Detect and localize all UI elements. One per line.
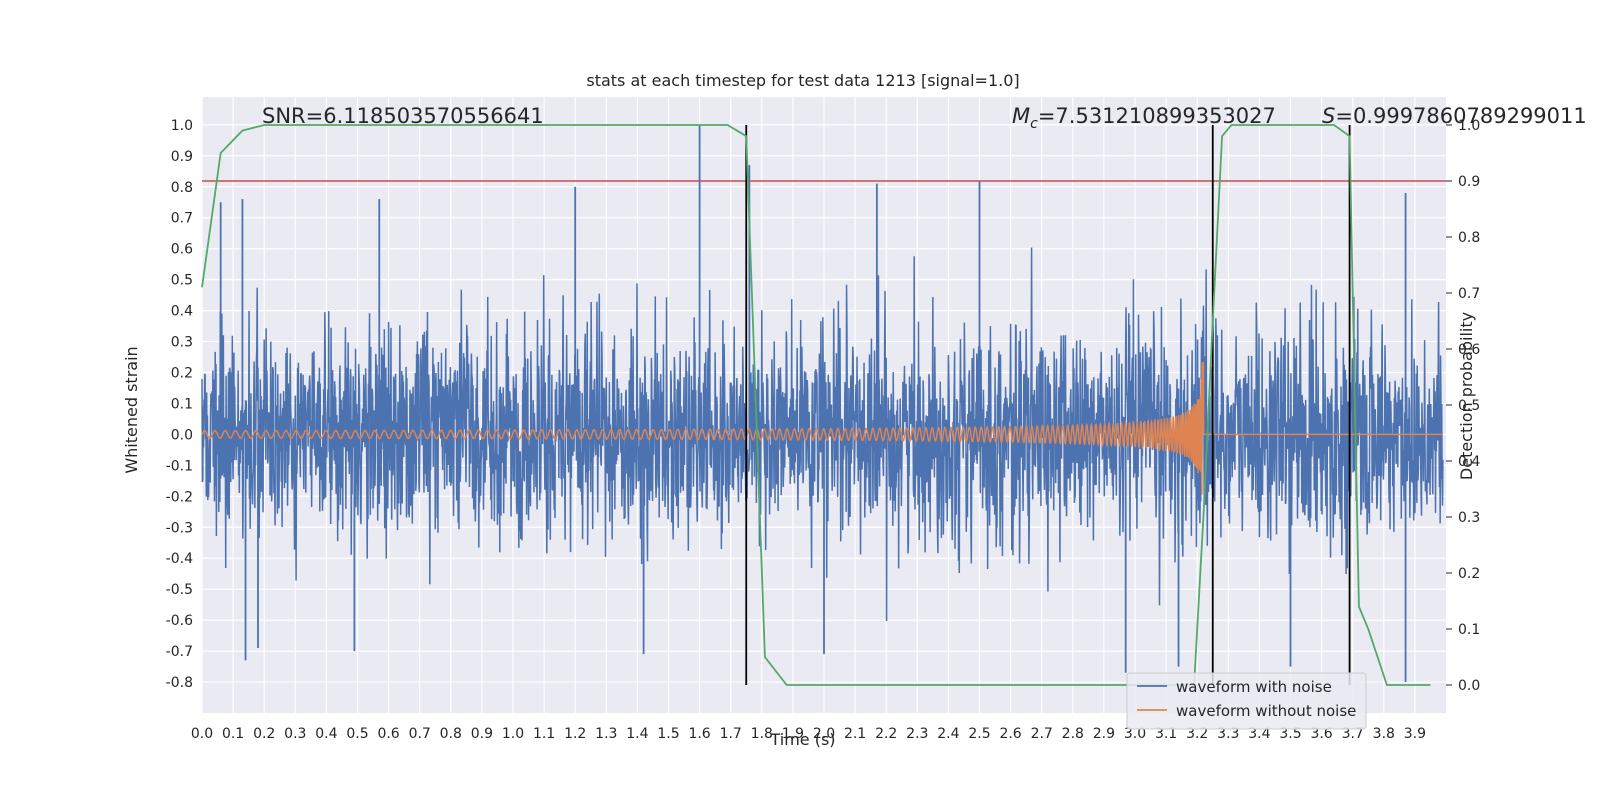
spin-annotation: S=0.9997860789299011 xyxy=(1322,104,1587,128)
chirp-mass-symbol: M xyxy=(1012,104,1030,128)
y-axis-ticks: 1.0 0.9 0.8 0.7 0.6 0.5 0.4 0.3 0.2 0.1 0.0 -0.1 -0.… xyxy=(166,118,193,691)
x-tick-label: 2.1 xyxy=(844,726,866,742)
x-tick-label: 1.4 xyxy=(626,726,648,742)
x-tick-label: 0.8 xyxy=(440,726,462,742)
x-tick-label: 3.9 xyxy=(1404,726,1426,742)
x-tick-label: 0.7 xyxy=(409,726,431,742)
spin-symbol: S xyxy=(1322,104,1335,128)
x-tick-label: 0.1 xyxy=(222,726,244,742)
x-tick-label: 1.1 xyxy=(533,726,555,742)
x-tick-label: 3.1 xyxy=(1155,726,1177,742)
chart-title: stats at each timestep for test data 121… xyxy=(586,71,1019,90)
y2-tick-label: 0.5 xyxy=(1458,398,1480,414)
y-tick-label: -0.1 xyxy=(166,458,193,474)
x-tick-label: 1.7 xyxy=(720,726,742,742)
chirp-mass-annotation: Mc=7.531210899353027 xyxy=(1012,104,1276,132)
x-tick-label: 1.0 xyxy=(502,726,524,742)
y2-tick-label: 0.9 xyxy=(1458,174,1480,190)
y-tick-label: 0.8 xyxy=(171,180,193,196)
y-tick-label: -0.6 xyxy=(166,613,193,629)
y2-axis-ticks: 1.0 0.9 0.8 0.7 0.6 0.5 0.4 0.3 0.2 0.1 0.0 xyxy=(1446,118,1480,694)
y2-tick-label: 0.1 xyxy=(1458,622,1480,638)
x-tick-label: 3.8 xyxy=(1373,726,1395,742)
y-tick-label: 0.0 xyxy=(171,427,193,443)
x-tick-label: 2.3 xyxy=(906,726,928,742)
y-tick-label: 0.3 xyxy=(171,335,193,351)
y-tick-label: -0.2 xyxy=(166,489,193,505)
x-tick-label: 1.8 xyxy=(751,726,773,742)
y-axis-label: Whitened strain xyxy=(122,346,141,473)
legend: waveform with noise waveform without noi… xyxy=(1126,672,1367,730)
y-tick-label: -0.8 xyxy=(166,675,193,691)
y2-tick-label: 0.8 xyxy=(1458,230,1480,246)
snr-annotation: SNR=6.118503570556641 xyxy=(262,104,544,128)
x-tick-label: 1.6 xyxy=(688,726,710,742)
x-tick-label: 0.9 xyxy=(471,726,493,742)
y-tick-label: 0.7 xyxy=(171,211,193,227)
y-tick-label: 0.6 xyxy=(171,242,193,258)
x-tick-label: 1.5 xyxy=(657,726,679,742)
x-tick-label: 3.6 xyxy=(1310,726,1332,742)
x-tick-label: 1.9 xyxy=(782,726,804,742)
y-tick-label: 0.1 xyxy=(171,396,193,412)
x-tick-label: 0.5 xyxy=(346,726,368,742)
x-tick-label: 0.3 xyxy=(284,726,306,742)
x-tick-label: 1.2 xyxy=(564,726,586,742)
y2-tick-label: 0.7 xyxy=(1458,286,1480,302)
x-tick-label: 3.5 xyxy=(1279,726,1301,742)
x-tick-label: 1.3 xyxy=(595,726,617,742)
x-tick-label: 2.7 xyxy=(1031,726,1053,742)
x-tick-label: 2.6 xyxy=(999,726,1021,742)
y2-tick-label: 0.3 xyxy=(1458,510,1480,526)
y-tick-label: 0.9 xyxy=(171,149,193,165)
legend-box xyxy=(1126,672,1367,730)
x-tick-label: 2.5 xyxy=(968,726,990,742)
x-tick-label: 2.0 xyxy=(813,726,835,742)
x-tick-label: 0.4 xyxy=(315,726,337,742)
y-tick-label: 1.0 xyxy=(171,118,193,134)
event-lines xyxy=(745,125,1351,685)
x-tick-label: 2.4 xyxy=(937,726,959,742)
spin-value: =0.9997860789299011 xyxy=(1335,104,1586,128)
y2-tick-label: 1.0 xyxy=(1458,118,1480,134)
y-tick-label: -0.7 xyxy=(166,644,193,660)
y2-tick-label: 0.4 xyxy=(1458,454,1480,470)
y-tick-label: 0.4 xyxy=(171,304,193,320)
y-tick-label: 0.2 xyxy=(171,365,193,381)
legend-label-noise: waveform with noise xyxy=(1176,678,1332,696)
x-tick-label: 3.3 xyxy=(1217,726,1239,742)
y-tick-label: -0.5 xyxy=(166,582,193,598)
y-tick-label: -0.3 xyxy=(166,520,193,536)
y2-tick-label: 0.2 xyxy=(1458,566,1480,582)
x-axis-ticks: 0.0 0.1 0.2 0.3 0.4 0.5 0.6 0.7 0.8 0.9 1.0 1.1 1.2 1… xyxy=(191,726,1426,742)
waveform-without-noise-series xyxy=(201,361,1443,495)
x-axis-label: Time (s) xyxy=(769,730,835,749)
x-tick-label: 0.2 xyxy=(253,726,275,742)
y2-tick-label: 0.6 xyxy=(1458,342,1480,358)
x-tick-label: 2.2 xyxy=(875,726,897,742)
chirp-mass-subscript: c xyxy=(1030,116,1038,132)
detection-probability-series xyxy=(201,124,1431,686)
x-tick-label: 2.8 xyxy=(1062,726,1084,742)
x-tick-label: 2.9 xyxy=(1093,726,1115,742)
chirp-mass-value: =7.531210899353027 xyxy=(1038,104,1276,128)
x-tick-label: 0.0 xyxy=(191,726,213,742)
y2-tick-label: 0.0 xyxy=(1458,678,1480,694)
y-tick-label: -0.4 xyxy=(166,551,193,567)
x-tick-label: 3.7 xyxy=(1342,726,1364,742)
x-tick-label: 3.4 xyxy=(1248,726,1270,742)
y2-axis-label: Detection probability xyxy=(1457,312,1476,480)
x-tick-label: 3.0 xyxy=(1124,726,1146,742)
x-tick-label: 0.6 xyxy=(377,726,399,742)
legend-label-signal: waveform without noise xyxy=(1176,702,1356,720)
plot-area xyxy=(201,124,1446,686)
x-tick-label: 3.2 xyxy=(1186,726,1208,742)
y-tick-label: 0.5 xyxy=(171,273,193,289)
